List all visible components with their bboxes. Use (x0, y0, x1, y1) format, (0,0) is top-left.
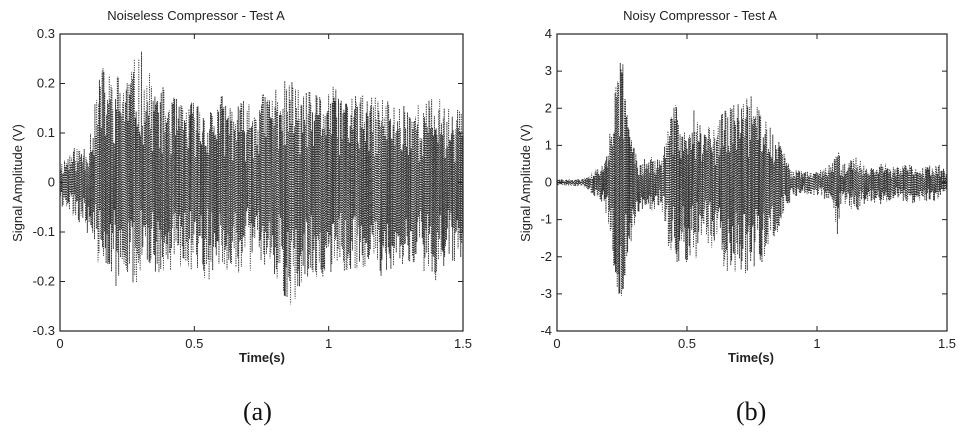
x-tick-label: 1.5 (938, 336, 956, 351)
x-tick-label: 1 (813, 336, 820, 351)
chart-title-b: Noisy Compressor - Test A (623, 8, 777, 23)
x-tick-label: 0.5 (185, 336, 203, 351)
subfigure-caption-b: (b) (736, 397, 767, 426)
y-tick-label: -1 (540, 212, 552, 227)
y-tick-label: -0.3 (33, 323, 55, 338)
series-layer-a (59, 51, 464, 305)
y-tick-label: -0.1 (33, 224, 55, 239)
x-axis-label-b: Time(s) (728, 350, 774, 365)
x-tick-label: 1.5 (454, 336, 472, 351)
tick-layer-b: 0 0.5 1 1.5 4 3 2 1 0 -1 -2 -3 -4 (540, 26, 956, 351)
chart-title-a: Noiseless Compressor - Test A (107, 8, 285, 23)
y-tick-label: -4 (540, 323, 552, 338)
chart-panel-a: Noiseless Compressor - Test A 0 0.5 1 1.5 0.… (10, 8, 472, 365)
y-tick-label: 1 (545, 137, 552, 152)
signal-trace (556, 62, 948, 296)
y-tick-label: 0.3 (37, 26, 55, 41)
y-tick-label: -2 (540, 249, 552, 264)
y-tick-label: 2 (545, 100, 552, 115)
subfigure-caption-a: (a) (243, 397, 272, 426)
y-tick-label: -3 (540, 286, 552, 301)
chart-panel-b: Noisy Compressor - Test A 0 0.5 1 1.543210-… (518, 8, 956, 365)
x-tick-label: 1 (325, 336, 332, 351)
y-tick-label: -0.2 (33, 274, 55, 289)
signal-trace (59, 51, 464, 305)
y-tick-label: 0.2 (37, 76, 55, 91)
y-tick-label: 4 (545, 26, 552, 41)
x-axis-label-a: Time(s) (239, 350, 285, 365)
x-tick-label: 0 (56, 336, 63, 351)
tick-layer-a: 0 0.5 1 1.5 0.3 0.2 0.1 0 -0.1 -0.2 -0.3 (33, 26, 472, 351)
series-layer-b (556, 62, 948, 296)
y-tick-label: 0.1 (37, 125, 55, 140)
x-tick-label: 0 (553, 336, 560, 351)
y-tick-label: 0 (48, 175, 55, 190)
y-axis-label-a: Signal Amplitude (V) (10, 124, 25, 242)
y-tick-label: 3 (545, 63, 552, 78)
y-tick-label: 0 (545, 175, 552, 190)
x-tick-label: 0.5 (678, 336, 696, 351)
y-axis-label-b: Signal Amplitude (V) (518, 124, 533, 242)
